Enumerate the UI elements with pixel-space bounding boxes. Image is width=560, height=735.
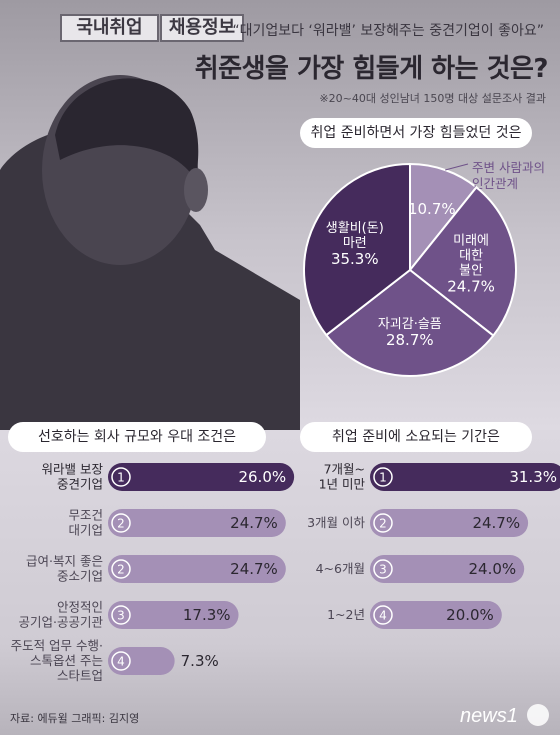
pie-slice xyxy=(408,185,517,337)
category-label: 주도적 업무 수행· xyxy=(11,638,103,653)
category-label: 급여·복지 좋은 xyxy=(26,554,103,569)
category-label: 7개월~ xyxy=(324,462,365,477)
rank-number: 2 xyxy=(117,563,125,577)
pie-slice xyxy=(324,268,495,377)
bar xyxy=(108,601,239,629)
bar-value-label: 24.7% xyxy=(230,560,278,578)
category-label: 1~2년 xyxy=(327,607,365,622)
bar-value-label: 20.0% xyxy=(446,606,494,624)
pie-slice xyxy=(409,162,478,273)
category-label: 1년 미만 xyxy=(319,477,366,492)
rank-badge xyxy=(111,467,131,487)
rank-badge xyxy=(111,559,131,579)
credit-text: 자료: 에듀윌 그래픽: 김지영 xyxy=(10,712,140,725)
pie-slice xyxy=(303,162,411,337)
category-label: 대기업 xyxy=(68,523,103,538)
pie-slice-label: 미래에 xyxy=(453,234,489,249)
background-sign-right: 채용정보 xyxy=(160,14,244,42)
pie-slice-value: 28.7% xyxy=(386,331,434,349)
rank-number: 4 xyxy=(117,655,125,669)
job-seeker-silhouette xyxy=(0,75,300,430)
rank-number: 4 xyxy=(379,609,387,623)
category-label: 스톡옵션 주는 xyxy=(30,653,103,668)
rank-number: 3 xyxy=(379,563,387,577)
category-label: 무조건 xyxy=(68,508,103,523)
bar-value-label: 24.7% xyxy=(230,514,278,532)
pie-slice-value: 24.7% xyxy=(447,278,495,296)
pie-leader-line xyxy=(445,163,469,171)
bar xyxy=(108,555,286,583)
bar xyxy=(108,647,175,675)
bar xyxy=(370,555,525,583)
pie-slice-label: 불안 xyxy=(459,264,483,279)
bar xyxy=(370,509,529,537)
category-label: 스타트업 xyxy=(57,668,103,683)
header-subtitle: “대기업보다 ‘워라밸’ 보장해주는 중견기업이 좋아요” xyxy=(232,23,544,39)
category-label: 안정적인 xyxy=(57,600,103,615)
duration-chart-title: 취업 준비에 소요되는 기간은 xyxy=(300,422,532,452)
rank-number: 1 xyxy=(117,471,125,485)
category-label: 중견기업 xyxy=(57,477,103,492)
pie-chart-title: 취업 준비하면서 가장 힘들었던 것은 xyxy=(300,118,532,148)
company-chart-title: 선호하는 회사 규모와 우대 조건은 xyxy=(8,422,266,452)
pie-slice-label: 마련 xyxy=(343,236,367,251)
duration-bar-chart: 1 31.3% 7개월~1년 미만 2 24.7% 3개월 이하 3 24.0% 4~6개월 4 2… xyxy=(307,462,560,629)
pie-slice-label: 자괴감·슬픔 xyxy=(378,317,442,332)
rank-number: 2 xyxy=(379,517,387,531)
rank-badge xyxy=(111,513,131,533)
rank-badge xyxy=(373,559,393,579)
news1-logo: news1 xyxy=(460,704,549,727)
bar xyxy=(370,601,502,629)
bar xyxy=(370,463,560,491)
category-label: 3개월 이하 xyxy=(307,515,365,530)
page-title: 취준생을 가장 힘들게 하는 것은? xyxy=(194,54,549,84)
rank-badge xyxy=(373,467,393,487)
pie-slice-value: 35.3% xyxy=(331,250,379,268)
rank-number: 1 xyxy=(379,471,387,485)
pie-slice-label: 인간관계 xyxy=(472,176,518,191)
bar-value-label: 24.0% xyxy=(469,560,517,578)
pie-slice-label: 주변 사람과의 xyxy=(472,160,545,175)
pie-slice-value: 10.7% xyxy=(408,200,456,218)
rank-badge xyxy=(111,605,131,625)
rank-badge xyxy=(373,605,393,625)
survey-note: ※20~40대 성인남녀 150명 대상 설문조사 결과 xyxy=(319,92,546,105)
category-label: 4~6개월 xyxy=(316,561,365,576)
bar xyxy=(108,463,295,491)
rank-badge xyxy=(111,651,131,671)
category-label: 워라밸 보장 xyxy=(42,462,104,477)
bar xyxy=(108,509,286,537)
background-sign-left: 국내취업 xyxy=(60,14,159,42)
news1-logo-text: news1 xyxy=(460,705,518,727)
pie-slice-label: 대한 xyxy=(459,249,483,264)
bar-value-label: 26.0% xyxy=(238,468,286,486)
bar-value-label: 31.3% xyxy=(509,468,557,486)
bar-value-label: 24.7% xyxy=(472,514,520,532)
rank-badge xyxy=(373,513,393,533)
pie-slice-label: 생활비(돈) xyxy=(326,221,384,236)
bar-value-label: 7.3% xyxy=(181,652,219,670)
category-label: 공기업·공공기관 xyxy=(19,615,104,630)
bar-value-label: 17.3% xyxy=(183,606,231,624)
category-label: 중소기업 xyxy=(57,569,103,584)
rank-number: 2 xyxy=(117,517,125,531)
rank-number: 3 xyxy=(117,609,125,623)
